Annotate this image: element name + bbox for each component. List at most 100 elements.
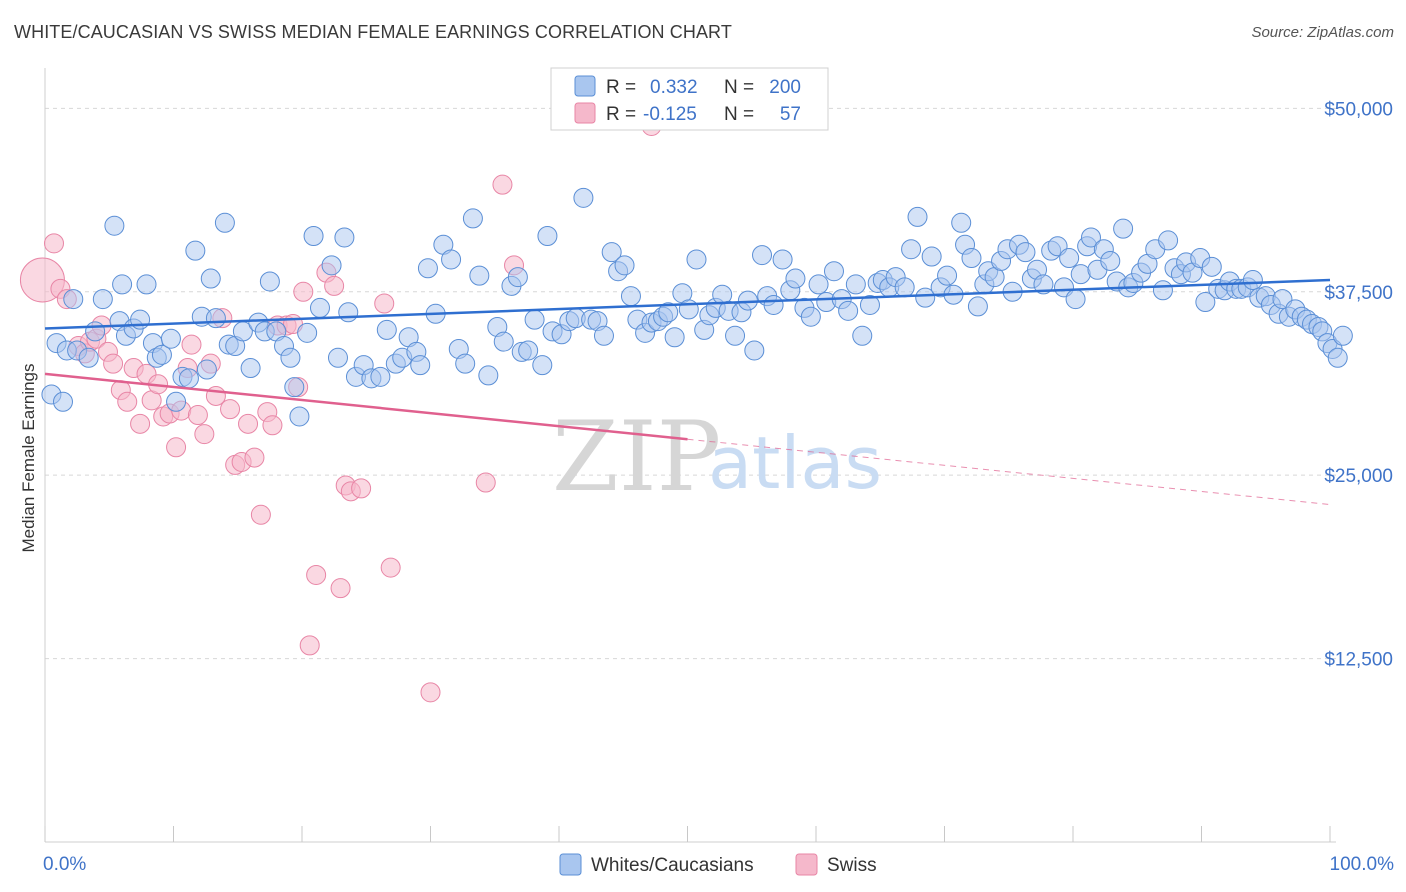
- white-point: [1113, 218, 1134, 239]
- white-point: [1059, 248, 1080, 269]
- white-point: [321, 255, 342, 276]
- white-point: [85, 321, 106, 342]
- bottom-legend-swatch-white: [559, 853, 582, 876]
- swiss-point: [181, 334, 202, 355]
- white-point: [763, 294, 784, 315]
- white-point: [280, 347, 301, 368]
- legend-n-label-white: N =: [724, 77, 754, 98]
- y-tick-label-50000: $50,000: [1324, 99, 1393, 120]
- white-point: [376, 319, 397, 340]
- white-point: [151, 344, 172, 365]
- white-point: [334, 227, 355, 248]
- bottom-legend-label-white: Whites/Caucasians: [591, 855, 754, 876]
- swiss-point: [293, 281, 314, 302]
- legend-r-value-swiss: -0.125: [643, 104, 697, 125]
- white-point: [601, 242, 622, 263]
- white-point: [744, 340, 765, 361]
- y-tick-label-25000: $25,000: [1324, 466, 1393, 487]
- bottom-legend-swatch-swiss: [795, 853, 818, 876]
- swiss-point: [262, 415, 283, 436]
- white-point: [725, 325, 746, 346]
- white-point: [178, 368, 199, 389]
- white-point: [136, 274, 157, 295]
- white-point: [259, 271, 280, 292]
- white-point: [185, 240, 206, 261]
- y-axis-tick-labels: $12,500 $25,000 $37,500 $50,000: [1324, 99, 1393, 670]
- watermark: ZIP atlas: [552, 401, 882, 513]
- white-point: [338, 302, 359, 323]
- white-point: [1201, 256, 1222, 277]
- white-point: [327, 347, 348, 368]
- legend-swatch-swiss: [574, 102, 596, 124]
- white-point: [63, 289, 84, 310]
- swiss-point: [194, 424, 215, 445]
- white-point: [284, 377, 305, 398]
- white-point: [441, 249, 462, 270]
- white-point: [78, 347, 99, 368]
- y-axis-label: Median Female Earnings: [19, 364, 38, 553]
- white-point: [1152, 280, 1173, 301]
- white-point: [507, 267, 528, 288]
- white-point: [112, 274, 133, 295]
- legend-r-label-swiss: R =: [606, 104, 636, 125]
- watermark-atlas: atlas: [708, 421, 882, 505]
- legend-r-value-white: 0.332: [650, 77, 698, 98]
- swiss-point: [117, 391, 138, 412]
- white-point: [937, 265, 958, 286]
- white-point: [1158, 230, 1179, 251]
- white-point: [823, 261, 844, 282]
- white-point: [852, 325, 873, 346]
- white-point: [901, 239, 922, 260]
- swiss-point: [374, 293, 395, 314]
- legend-box: [550, 67, 829, 131]
- swiss-point: [420, 682, 441, 703]
- white-point: [309, 297, 330, 318]
- white-point: [838, 300, 859, 321]
- white-point: [1332, 325, 1353, 346]
- white-point: [303, 226, 324, 247]
- white-point: [455, 353, 476, 374]
- white-point: [967, 296, 988, 317]
- trend-lines: [44, 278, 1331, 506]
- white-point: [620, 286, 641, 307]
- white-point: [907, 206, 928, 227]
- white-point: [289, 406, 310, 427]
- series-legend: Whites/Caucasians Swiss: [559, 853, 877, 876]
- swiss-point: [306, 564, 327, 585]
- source-label: Source: ZipAtlas.com: [1251, 24, 1394, 41]
- white-point: [658, 302, 679, 323]
- swiss-point: [103, 353, 124, 374]
- white-point: [1195, 292, 1216, 313]
- swiss-point: [250, 504, 271, 525]
- white-point: [614, 255, 635, 276]
- white-point: [478, 365, 499, 386]
- watermark-zip: ZIP: [552, 401, 721, 513]
- white-point: [1033, 274, 1054, 295]
- white-point: [214, 212, 235, 233]
- white-point: [370, 366, 391, 387]
- white-point: [410, 355, 431, 376]
- swiss-trend-line: [44, 372, 688, 441]
- white-point: [859, 294, 880, 315]
- swiss-point: [324, 275, 345, 296]
- swiss-point: [351, 478, 372, 499]
- swiss-point: [380, 557, 401, 578]
- legend-swatch-white: [574, 75, 596, 97]
- swiss-point: [187, 405, 208, 426]
- white-point: [752, 245, 773, 266]
- white-point: [1100, 250, 1121, 271]
- white-point: [104, 215, 125, 236]
- white-trend-line: [44, 278, 1331, 330]
- white-point: [417, 258, 438, 279]
- white-point: [532, 355, 553, 376]
- white-point: [297, 322, 318, 343]
- swiss-trend-line-extension: [687, 438, 1331, 506]
- white-point: [462, 208, 483, 229]
- white-point: [808, 274, 829, 295]
- swiss-point: [130, 413, 151, 434]
- white-point: [921, 246, 942, 267]
- legend-n-value-white: 200: [769, 77, 801, 98]
- white-point: [166, 391, 187, 412]
- white-point: [493, 331, 514, 352]
